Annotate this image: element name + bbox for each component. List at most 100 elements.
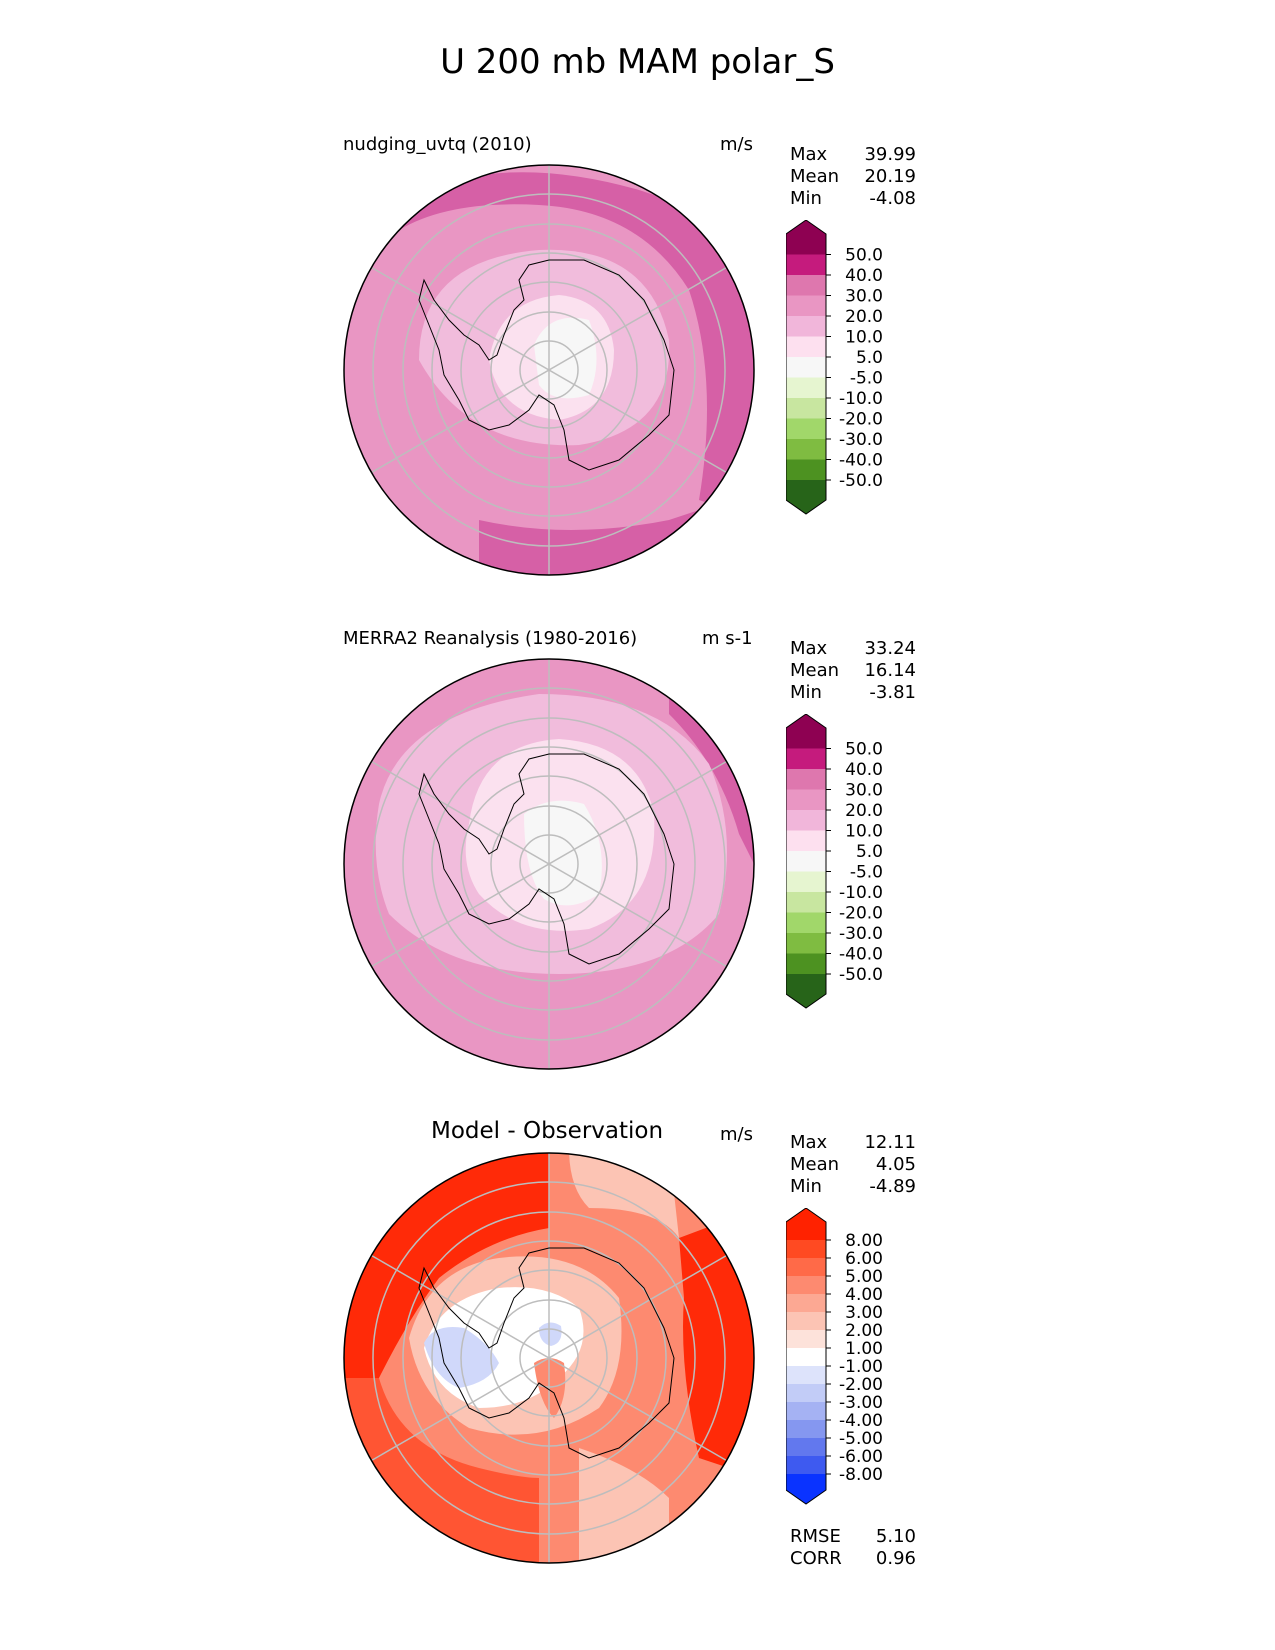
stat-mean-value: 20.19 (864, 166, 916, 187)
colorbar-swatch (786, 1258, 826, 1276)
graticule (371, 165, 727, 575)
colorbar-swatch (786, 810, 826, 831)
stat-max-label: Max (790, 1132, 828, 1153)
colorbar-extend-low (786, 500, 826, 514)
colorbar-swatch (786, 748, 826, 769)
colorbar-diff: 8.00 6.00 5.00 4.00 3.00 2.00 1.00 -1.00… (786, 1208, 883, 1505)
colorbar-tick: 50.0 (845, 246, 883, 266)
colorbar-swatch (786, 851, 826, 872)
stat-corr-label: CORR (790, 1548, 842, 1569)
colorbar-tick: -20.0 (839, 904, 883, 924)
graticule (371, 1153, 727, 1563)
panel-reference-units: m s-1 (702, 628, 753, 649)
colorbar-tick: 10.0 (845, 822, 883, 842)
colorbar-swatch (786, 728, 826, 749)
colorbar-swatch (786, 974, 826, 994)
colorbar-tick: -50.0 (839, 965, 883, 985)
colorbar-tick: 6.00 (845, 1249, 883, 1269)
colorbar-swatch (786, 295, 826, 316)
polar-map-test (343, 164, 755, 576)
colorbar-tick: -10.0 (839, 883, 883, 903)
colorbar-tick: 1.00 (845, 1339, 883, 1359)
colorbar-swatch (786, 254, 826, 275)
colorbar-swatch (786, 459, 826, 480)
field-band-negative-pole (539, 1322, 562, 1346)
polar-map-diff (343, 1152, 755, 1564)
colorbar-tick: -6.00 (839, 1447, 883, 1467)
stat-mean-label: Mean (790, 166, 840, 187)
colorbar-swatch (786, 769, 826, 790)
colorbar-swatch (786, 830, 826, 851)
stat-max-value: 12.11 (864, 1132, 916, 1153)
stat-min-value: -4.08 (869, 188, 916, 209)
stat-mean-value: 16.14 (864, 660, 916, 681)
colorbar-tick: 40.0 (845, 760, 883, 780)
colorbar-swatch (786, 1330, 826, 1348)
colorbar-tick: -5.0 (850, 369, 883, 389)
panel-diff-units: m/s (720, 1124, 753, 1145)
antarctica-coastline (418, 259, 675, 471)
colorbar-extend-low (786, 994, 826, 1008)
colorbar-tick: 20.0 (845, 307, 883, 327)
stat-mean-label: Mean (790, 660, 840, 681)
panel-diff-name: Model - Observation (431, 1118, 664, 1144)
colorbar-swatch (786, 418, 826, 439)
stat-mean-value: 4.05 (875, 1154, 916, 1175)
colorbar-extend-low (786, 1490, 826, 1504)
colorbar-swatch (786, 377, 826, 398)
colorbar-tick: -40.0 (839, 451, 883, 471)
colorbar-tick: -40.0 (839, 945, 883, 965)
stat-min-value: -4.89 (869, 1176, 916, 1197)
colorbar-tick: 20.0 (845, 801, 883, 821)
colorbar-extend-high (786, 220, 826, 234)
colorbar-swatch (786, 1384, 826, 1402)
stat-max-value: 33.24 (864, 638, 916, 659)
stat-rmse-label: RMSE (790, 1526, 841, 1547)
field-band-near-zero (524, 800, 602, 906)
colorbar-swatch (786, 336, 826, 357)
antarctica-coastline (418, 753, 675, 965)
colorbar-tick: -10.0 (839, 389, 883, 409)
map-boundary (343, 164, 755, 576)
colorbar-swatch (786, 275, 826, 296)
colorbar-tick: -5.0 (850, 863, 883, 883)
panel-test-units: m/s (720, 134, 753, 155)
colorbar-tick: -30.0 (839, 924, 883, 944)
antarctica-coastline (418, 1247, 675, 1459)
stat-min-label: Min (790, 1176, 822, 1197)
colorbar-swatch (786, 1276, 826, 1294)
colorbar-tick: 3.00 (845, 1303, 883, 1323)
colorbar-swatch (786, 398, 826, 419)
colorbar-swatch (786, 1474, 826, 1490)
colorbar-swatch (786, 789, 826, 810)
colorbar-tick: -2.00 (839, 1375, 883, 1395)
colorbar-reference: 50.0 40.0 30.0 20.0 10.0 5.0 -5.0 -10.0 … (786, 714, 883, 1009)
colorbar-swatch (786, 871, 826, 892)
stat-rmse-value: 5.10 (875, 1526, 916, 1547)
colorbar-swatch (786, 1222, 826, 1240)
stat-max-label: Max (790, 638, 828, 659)
colorbar-tick: 8.00 (845, 1231, 883, 1251)
colorbar-swatch (786, 357, 826, 378)
colorbar-tick: 5.0 (856, 348, 883, 368)
map-boundary (343, 1152, 755, 1564)
colorbar-tick: 40.0 (845, 266, 883, 286)
panel-reference-name: MERRA2 Reanalysis (1980-2016) (343, 628, 638, 649)
colorbar-tick: 5.00 (845, 1267, 883, 1287)
colorbar-tick: 2.00 (845, 1321, 883, 1341)
colorbar-tick: -30.0 (839, 430, 883, 450)
colorbar-swatch (786, 1366, 826, 1384)
colorbar-swatch (786, 1456, 826, 1474)
stat-min-label: Min (790, 188, 822, 209)
colorbar-swatch (786, 953, 826, 974)
graticule (371, 659, 727, 1069)
field-band-30-40-north (399, 172, 754, 520)
colorbar-swatch (786, 1294, 826, 1312)
colorbar-tick: 5.0 (856, 842, 883, 862)
stat-min-value: -3.81 (869, 682, 916, 703)
colorbar-tick: 4.00 (845, 1285, 883, 1305)
stat-mean-label: Mean (790, 1154, 840, 1175)
colorbar-tick: -20.0 (839, 410, 883, 430)
colorbar-tick: -8.00 (839, 1465, 883, 1485)
colorbar-swatch (786, 1438, 826, 1456)
